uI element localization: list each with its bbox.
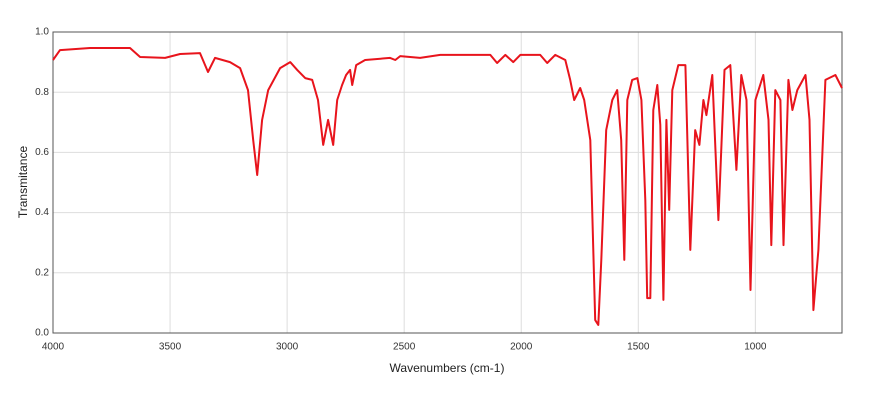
x-tick-label: 2500 — [393, 342, 416, 353]
x-tick-label: 2000 — [510, 342, 533, 353]
y-tick-label: 0.8 — [35, 87, 49, 98]
x-tick-label: 1000 — [744, 342, 767, 353]
x-axis-label: Wavenumbers (cm-1) — [390, 361, 505, 375]
plot-frame — [52, 31, 843, 334]
y-tick-label: 1.0 — [35, 27, 49, 38]
y-tick-label: 0.6 — [35, 147, 49, 158]
x-tick-label: 3500 — [159, 342, 182, 353]
x-tick-label: 1500 — [627, 342, 650, 353]
y-tick-label: 0.4 — [35, 207, 49, 218]
x-tick-label: 4000 — [42, 342, 65, 353]
y-tick-label: 0.0 — [35, 328, 49, 339]
x-tick-label: 3000 — [276, 342, 299, 353]
spectrum-line — [52, 47, 843, 326]
y-axis-label: Transmitance — [16, 146, 30, 219]
y-tick-label: 0.2 — [35, 267, 49, 278]
